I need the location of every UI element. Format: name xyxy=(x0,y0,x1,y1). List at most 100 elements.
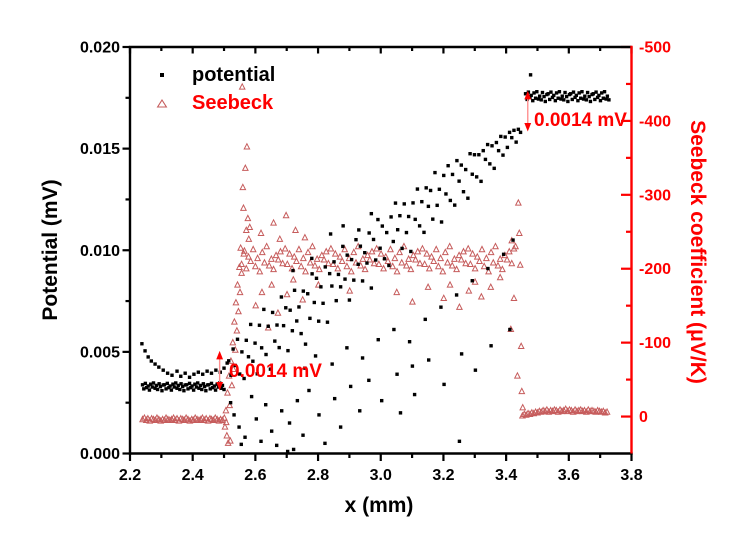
y-axis-right-title: Seebeck coefficient (μV/K) xyxy=(686,120,709,384)
seebeck-point xyxy=(597,407,605,415)
potential-point xyxy=(588,99,593,104)
seebeck-point xyxy=(168,415,176,423)
potential-point xyxy=(594,90,598,94)
potential-point xyxy=(404,230,409,235)
potential-point xyxy=(511,238,515,242)
seebeck-point xyxy=(299,254,307,262)
seebeck-point xyxy=(441,248,449,256)
potential-point xyxy=(426,204,431,209)
potential-point xyxy=(442,382,446,387)
potential-point xyxy=(306,292,310,296)
seebeck-point xyxy=(232,298,240,306)
potential-point xyxy=(313,354,318,358)
x-axis-tick-label: 2.6 xyxy=(244,467,266,484)
potential-point xyxy=(489,344,493,348)
seebeck-point xyxy=(491,242,499,250)
seebeck-point xyxy=(243,142,251,150)
potential-point xyxy=(488,162,492,166)
potential-point xyxy=(303,342,308,346)
potential-point xyxy=(547,97,552,102)
seebeck-point xyxy=(226,436,234,444)
potential-point xyxy=(406,214,411,219)
potential-point xyxy=(170,373,174,377)
potential-point xyxy=(292,288,297,292)
potential-point xyxy=(165,381,169,386)
seebeck-point xyxy=(592,407,600,415)
potential-point xyxy=(363,250,367,255)
seebeck-point xyxy=(274,308,282,316)
potential-point xyxy=(175,386,179,390)
seebeck-point xyxy=(258,288,266,296)
potential-point xyxy=(175,369,179,373)
potential-point xyxy=(358,409,362,413)
potential-point xyxy=(389,215,393,219)
potential-point xyxy=(585,90,590,95)
potential-point xyxy=(244,338,248,342)
potential-point xyxy=(457,439,462,444)
potential-point xyxy=(398,213,402,218)
potential-point xyxy=(395,372,399,376)
potential-point xyxy=(583,94,587,98)
seebeck-point xyxy=(238,268,246,276)
seebeck-point xyxy=(292,257,300,265)
seebeck-point xyxy=(238,260,246,267)
seebeck-point xyxy=(304,248,312,256)
potential-point xyxy=(391,239,395,244)
potential-point xyxy=(301,289,306,293)
potential-point xyxy=(503,135,507,139)
seebeck-point xyxy=(341,245,349,253)
seebeck-point xyxy=(408,297,416,305)
y-left-tick-label: 0.010 xyxy=(80,243,120,260)
seebeck-point xyxy=(313,254,321,262)
seebeck-point xyxy=(508,259,516,267)
potential-point xyxy=(332,260,336,264)
seebeck-point xyxy=(265,261,273,269)
potential-point xyxy=(179,374,183,378)
filled-square-icon xyxy=(148,70,176,80)
potential-point xyxy=(345,253,349,257)
potential-point xyxy=(291,447,296,452)
seebeck-point xyxy=(545,407,553,415)
potential-point xyxy=(190,384,194,388)
seebeck-point xyxy=(251,262,259,270)
potential-point xyxy=(470,172,474,176)
x-axis-tick-label: 3.2 xyxy=(432,467,454,484)
seebeck-point xyxy=(352,258,360,266)
potential-point xyxy=(185,383,189,387)
seebeck-point xyxy=(171,416,179,423)
seebeck-point xyxy=(315,265,323,273)
potential-point xyxy=(143,381,148,386)
potential-point xyxy=(341,244,345,249)
potential-point xyxy=(354,237,358,242)
potential-point xyxy=(357,228,361,232)
potential-point xyxy=(398,411,403,415)
potential-point xyxy=(455,158,459,163)
y-right-tick-label: 0 xyxy=(639,409,648,426)
seebeck-point xyxy=(230,317,238,325)
potential-point xyxy=(428,188,433,193)
potential-point xyxy=(540,90,545,95)
seebeck-point xyxy=(223,431,231,439)
potential-point xyxy=(553,98,558,103)
seebeck-point xyxy=(477,292,485,300)
potential-point xyxy=(336,272,341,277)
potential-point xyxy=(477,153,481,157)
potential-point xyxy=(150,385,154,389)
potential-point xyxy=(439,305,443,309)
potential-point xyxy=(180,384,185,389)
potential-point xyxy=(153,362,157,366)
seebeck-point xyxy=(516,260,524,268)
seebeck-point xyxy=(359,254,367,262)
seebeck-point xyxy=(241,164,249,171)
potential-point xyxy=(254,417,259,421)
potential-point xyxy=(539,98,543,102)
potential-point xyxy=(310,272,314,276)
seebeck-point xyxy=(402,261,410,269)
seebeck-point xyxy=(220,413,228,421)
potential-point xyxy=(209,381,214,386)
potential-point xyxy=(153,386,157,390)
potential-point xyxy=(233,363,238,368)
seebeck-point xyxy=(306,258,314,266)
y-right-tick-label: -100 xyxy=(639,335,671,352)
annotation-jump-right: 0.0014 mV xyxy=(534,110,627,131)
